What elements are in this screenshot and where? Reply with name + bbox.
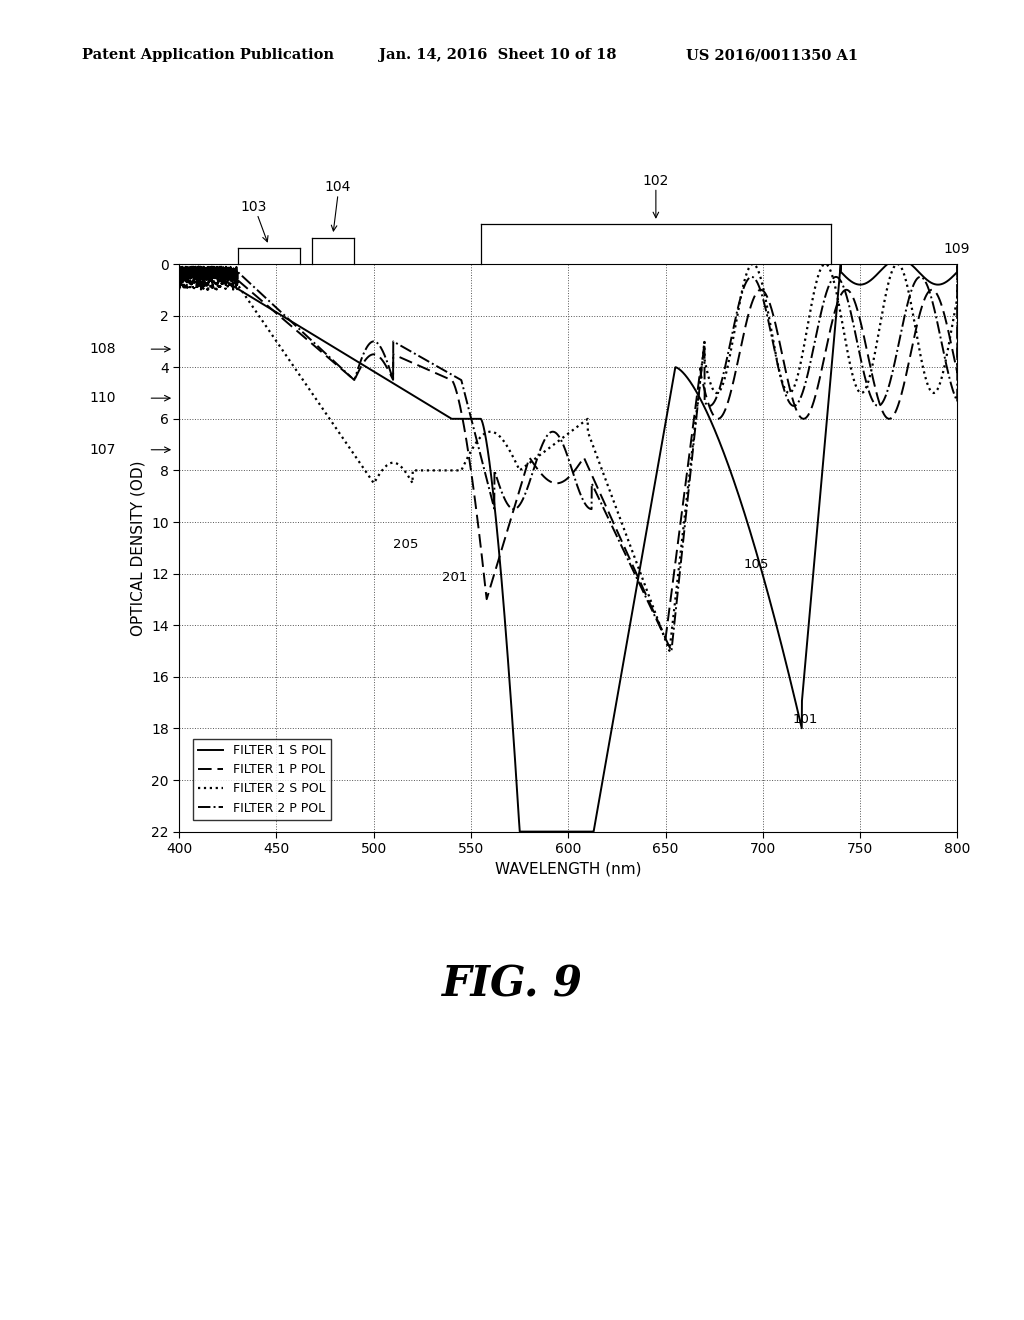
FILTER 1 P POL (928, 282, 940, 298)
FILTER 2 S POL (951, 256, 964, 272)
Text: 108: 108 (89, 342, 116, 356)
Text: Patent Application Publication: Patent Application Publication (82, 49, 334, 62)
Text: 104: 104 (325, 181, 351, 194)
FILTER 1 P POL (738, 322, 751, 338)
FILTER 1 S POL (951, 256, 964, 272)
FILTER 1 S POL (738, 506, 751, 521)
X-axis label: WAVELENGTH (nm): WAVELENGTH (nm) (495, 862, 642, 876)
FILTER 2 P POL (928, 298, 940, 314)
Line: FILTER 2 P POL: FILTER 2 P POL (179, 264, 957, 651)
FILTER 1 P POL (951, 256, 964, 272)
Text: Jan. 14, 2016  Sheet 10 of 18: Jan. 14, 2016 Sheet 10 of 18 (379, 49, 616, 62)
FILTER 1 S POL (500, 628, 512, 644)
FILTER 1 S POL (506, 713, 518, 729)
FILTER 2 S POL (500, 437, 512, 453)
FILTER 1 S POL (928, 276, 940, 292)
Text: US 2016/0011350 A1: US 2016/0011350 A1 (686, 49, 858, 62)
FILTER 2 S POL (738, 272, 751, 288)
Line: FILTER 2 S POL: FILTER 2 S POL (179, 264, 957, 651)
FILTER 2 P POL (173, 263, 185, 279)
FILTER 2 S POL (173, 268, 185, 284)
Line: FILTER 1 P POL: FILTER 1 P POL (179, 264, 957, 638)
Text: 107: 107 (89, 442, 116, 457)
FILTER 1 S POL (173, 263, 185, 279)
FILTER 2 P POL (506, 500, 518, 516)
Text: 201: 201 (442, 572, 467, 585)
FILTER 2 S POL (889, 257, 901, 273)
Text: 110: 110 (89, 391, 116, 405)
FILTER 1 P POL (500, 527, 512, 543)
Text: 109: 109 (944, 243, 971, 256)
Text: 105: 105 (743, 558, 769, 572)
Y-axis label: OPTICAL DENSITY (OD): OPTICAL DENSITY (OD) (130, 461, 145, 635)
FILTER 1 S POL (889, 256, 901, 272)
FILTER 2 S POL (543, 441, 555, 457)
Text: 205: 205 (393, 537, 419, 550)
FILTER 2 S POL (664, 643, 676, 659)
FILTER 2 P POL (738, 277, 751, 293)
Text: 102: 102 (643, 174, 669, 187)
FILTER 1 S POL (882, 256, 894, 272)
FILTER 2 P POL (889, 354, 901, 370)
FILTER 1 P POL (173, 261, 185, 277)
Text: 103: 103 (240, 201, 266, 214)
Legend: FILTER 1 S POL, FILTER 1 P POL, FILTER 2 S POL, FILTER 2 P POL: FILTER 1 S POL, FILTER 1 P POL, FILTER 2… (194, 739, 331, 820)
FILTER 1 P POL (506, 506, 518, 521)
FILTER 2 P POL (543, 425, 555, 441)
FILTER 1 P POL (659, 630, 672, 645)
Text: 101: 101 (793, 713, 817, 726)
FILTER 1 P POL (889, 405, 901, 421)
Line: FILTER 1 S POL: FILTER 1 S POL (179, 264, 957, 832)
FILTER 2 P POL (500, 494, 512, 510)
FILTER 2 P POL (951, 256, 964, 272)
FILTER 1 P POL (543, 473, 555, 488)
FILTER 1 S POL (543, 824, 555, 840)
FILTER 2 S POL (506, 447, 518, 463)
FILTER 1 S POL (514, 824, 526, 840)
Text: FIG. 9: FIG. 9 (441, 964, 583, 1006)
FILTER 2 P POL (666, 643, 678, 659)
FILTER 2 S POL (928, 385, 940, 401)
